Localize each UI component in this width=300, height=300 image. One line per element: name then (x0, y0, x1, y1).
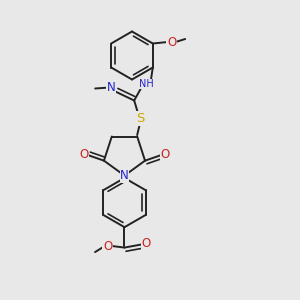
Text: O: O (103, 240, 112, 253)
Text: N: N (120, 169, 129, 182)
Text: O: O (161, 148, 170, 161)
Text: N: N (107, 81, 116, 94)
Text: S: S (136, 112, 144, 125)
Text: O: O (167, 35, 176, 49)
Text: O: O (142, 238, 151, 250)
Text: NH: NH (139, 79, 154, 89)
Text: O: O (79, 148, 88, 161)
